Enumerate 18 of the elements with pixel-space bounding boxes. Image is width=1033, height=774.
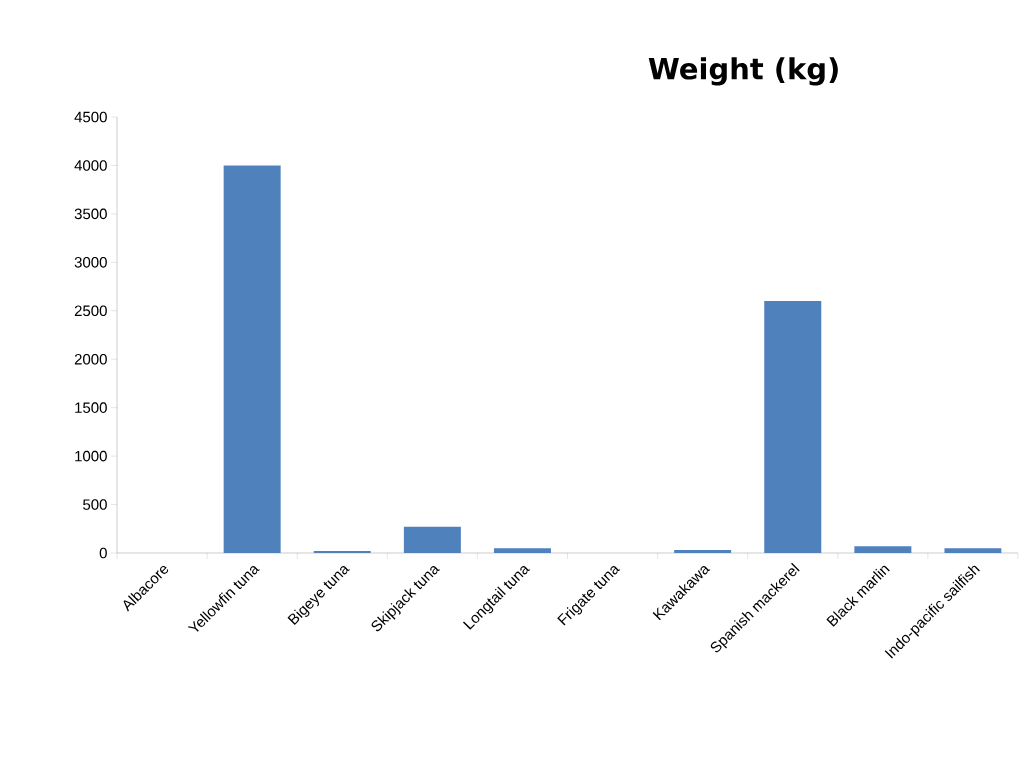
- y-tick-label: 2000: [74, 353, 107, 365]
- y-tick-label: 1500: [75, 402, 107, 413]
- y-tick-label: 4000: [74, 160, 107, 171]
- chart-title: Weight (kg): [648, 57, 838, 86]
- bar: [944, 548, 1002, 553]
- y-tick-label: 500: [83, 499, 107, 510]
- y-tick-label: 0: [99, 547, 107, 559]
- bar: [764, 301, 822, 553]
- bar: [854, 546, 912, 553]
- bar: [223, 165, 281, 553]
- y-tick-label: 1000: [75, 450, 107, 462]
- y-tick-label: 3000: [74, 257, 107, 268]
- y-tick-label: 4500: [74, 111, 107, 123]
- y-tick-label: 3500: [74, 208, 107, 220]
- bar: [403, 526, 461, 553]
- bar: [674, 550, 732, 553]
- bar: [493, 548, 551, 553]
- y-tick-label: 2500: [74, 305, 107, 317]
